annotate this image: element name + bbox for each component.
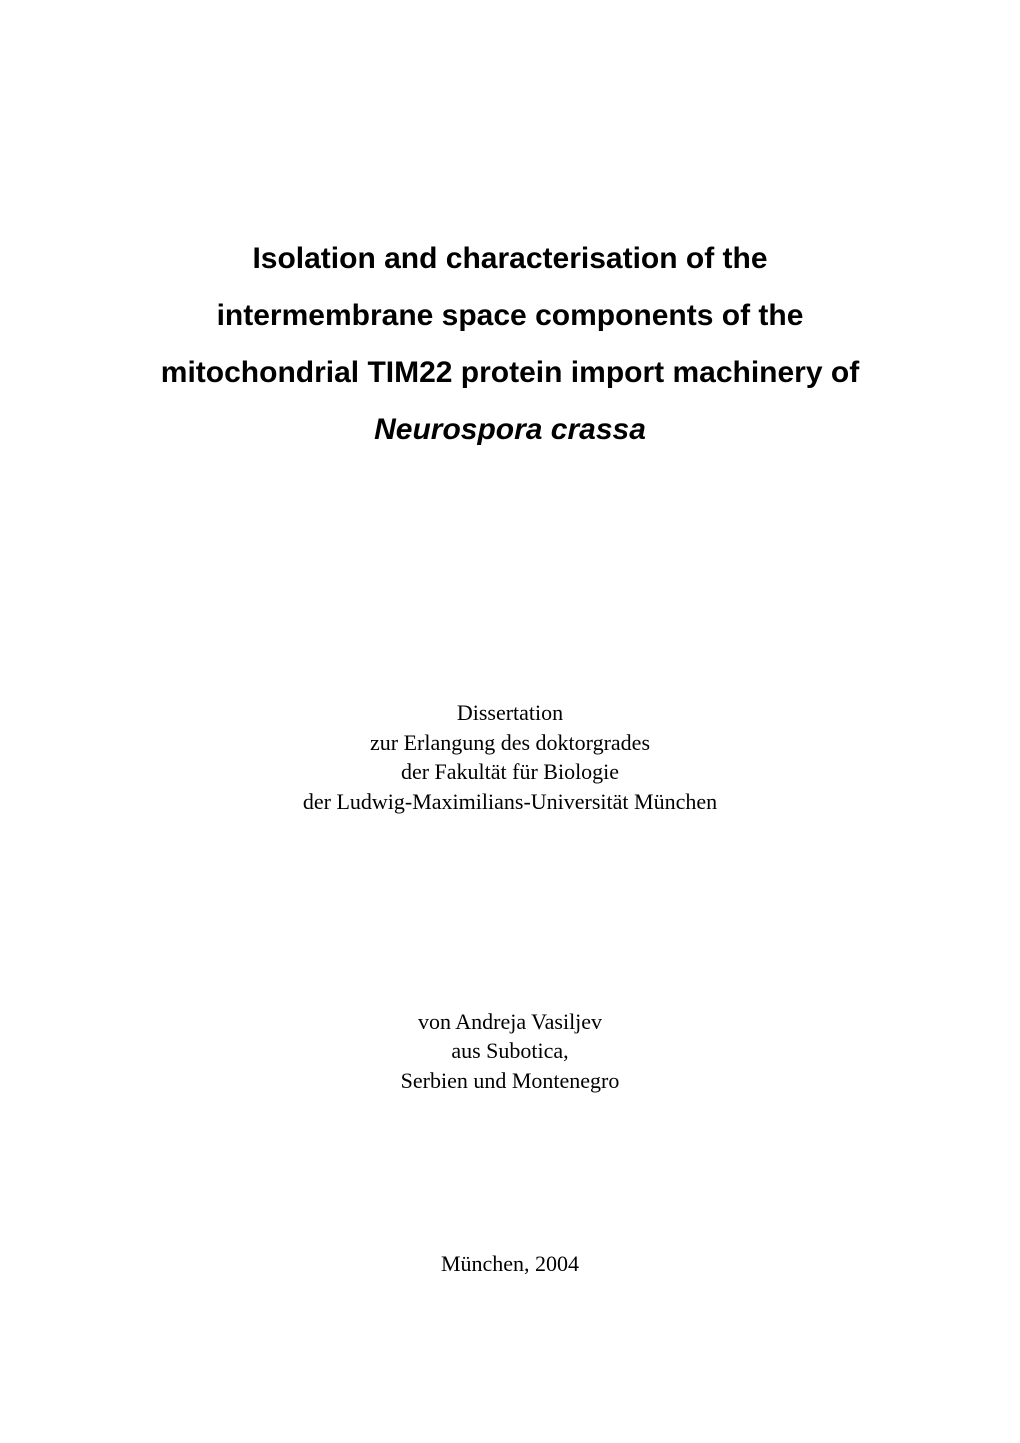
title-line-3: mitochondrial TIM22 protein import machi…: [0, 344, 1020, 401]
place-year: München, 2004: [0, 1251, 1020, 1277]
dissertation-line-2: zur Erlangung des doktorgrades: [0, 728, 1020, 758]
title-line-2: intermembrane space components of the: [0, 287, 1020, 344]
dissertation-line-3: der Fakultät für Biologie: [0, 757, 1020, 787]
author-line-3: Serbien und Montenegro: [0, 1066, 1020, 1096]
author-line-1: von Andreja Vasiljev: [0, 1007, 1020, 1037]
title-line-species: Neurospora crassa: [0, 401, 1020, 458]
author-line-2: aus Subotica,: [0, 1036, 1020, 1066]
title-line-1: Isolation and characterisation of the: [0, 230, 1020, 287]
dissertation-block: Dissertation zur Erlangung des doktorgra…: [0, 698, 1020, 817]
title-page: Isolation and characterisation of the in…: [0, 0, 1020, 1443]
thesis-title-block: Isolation and characterisation of the in…: [0, 230, 1020, 458]
author-block: von Andreja Vasiljev aus Subotica, Serbi…: [0, 1007, 1020, 1096]
dissertation-line-1: Dissertation: [0, 698, 1020, 728]
dissertation-line-4: der Ludwig-Maximilians-Universität Münch…: [0, 787, 1020, 817]
